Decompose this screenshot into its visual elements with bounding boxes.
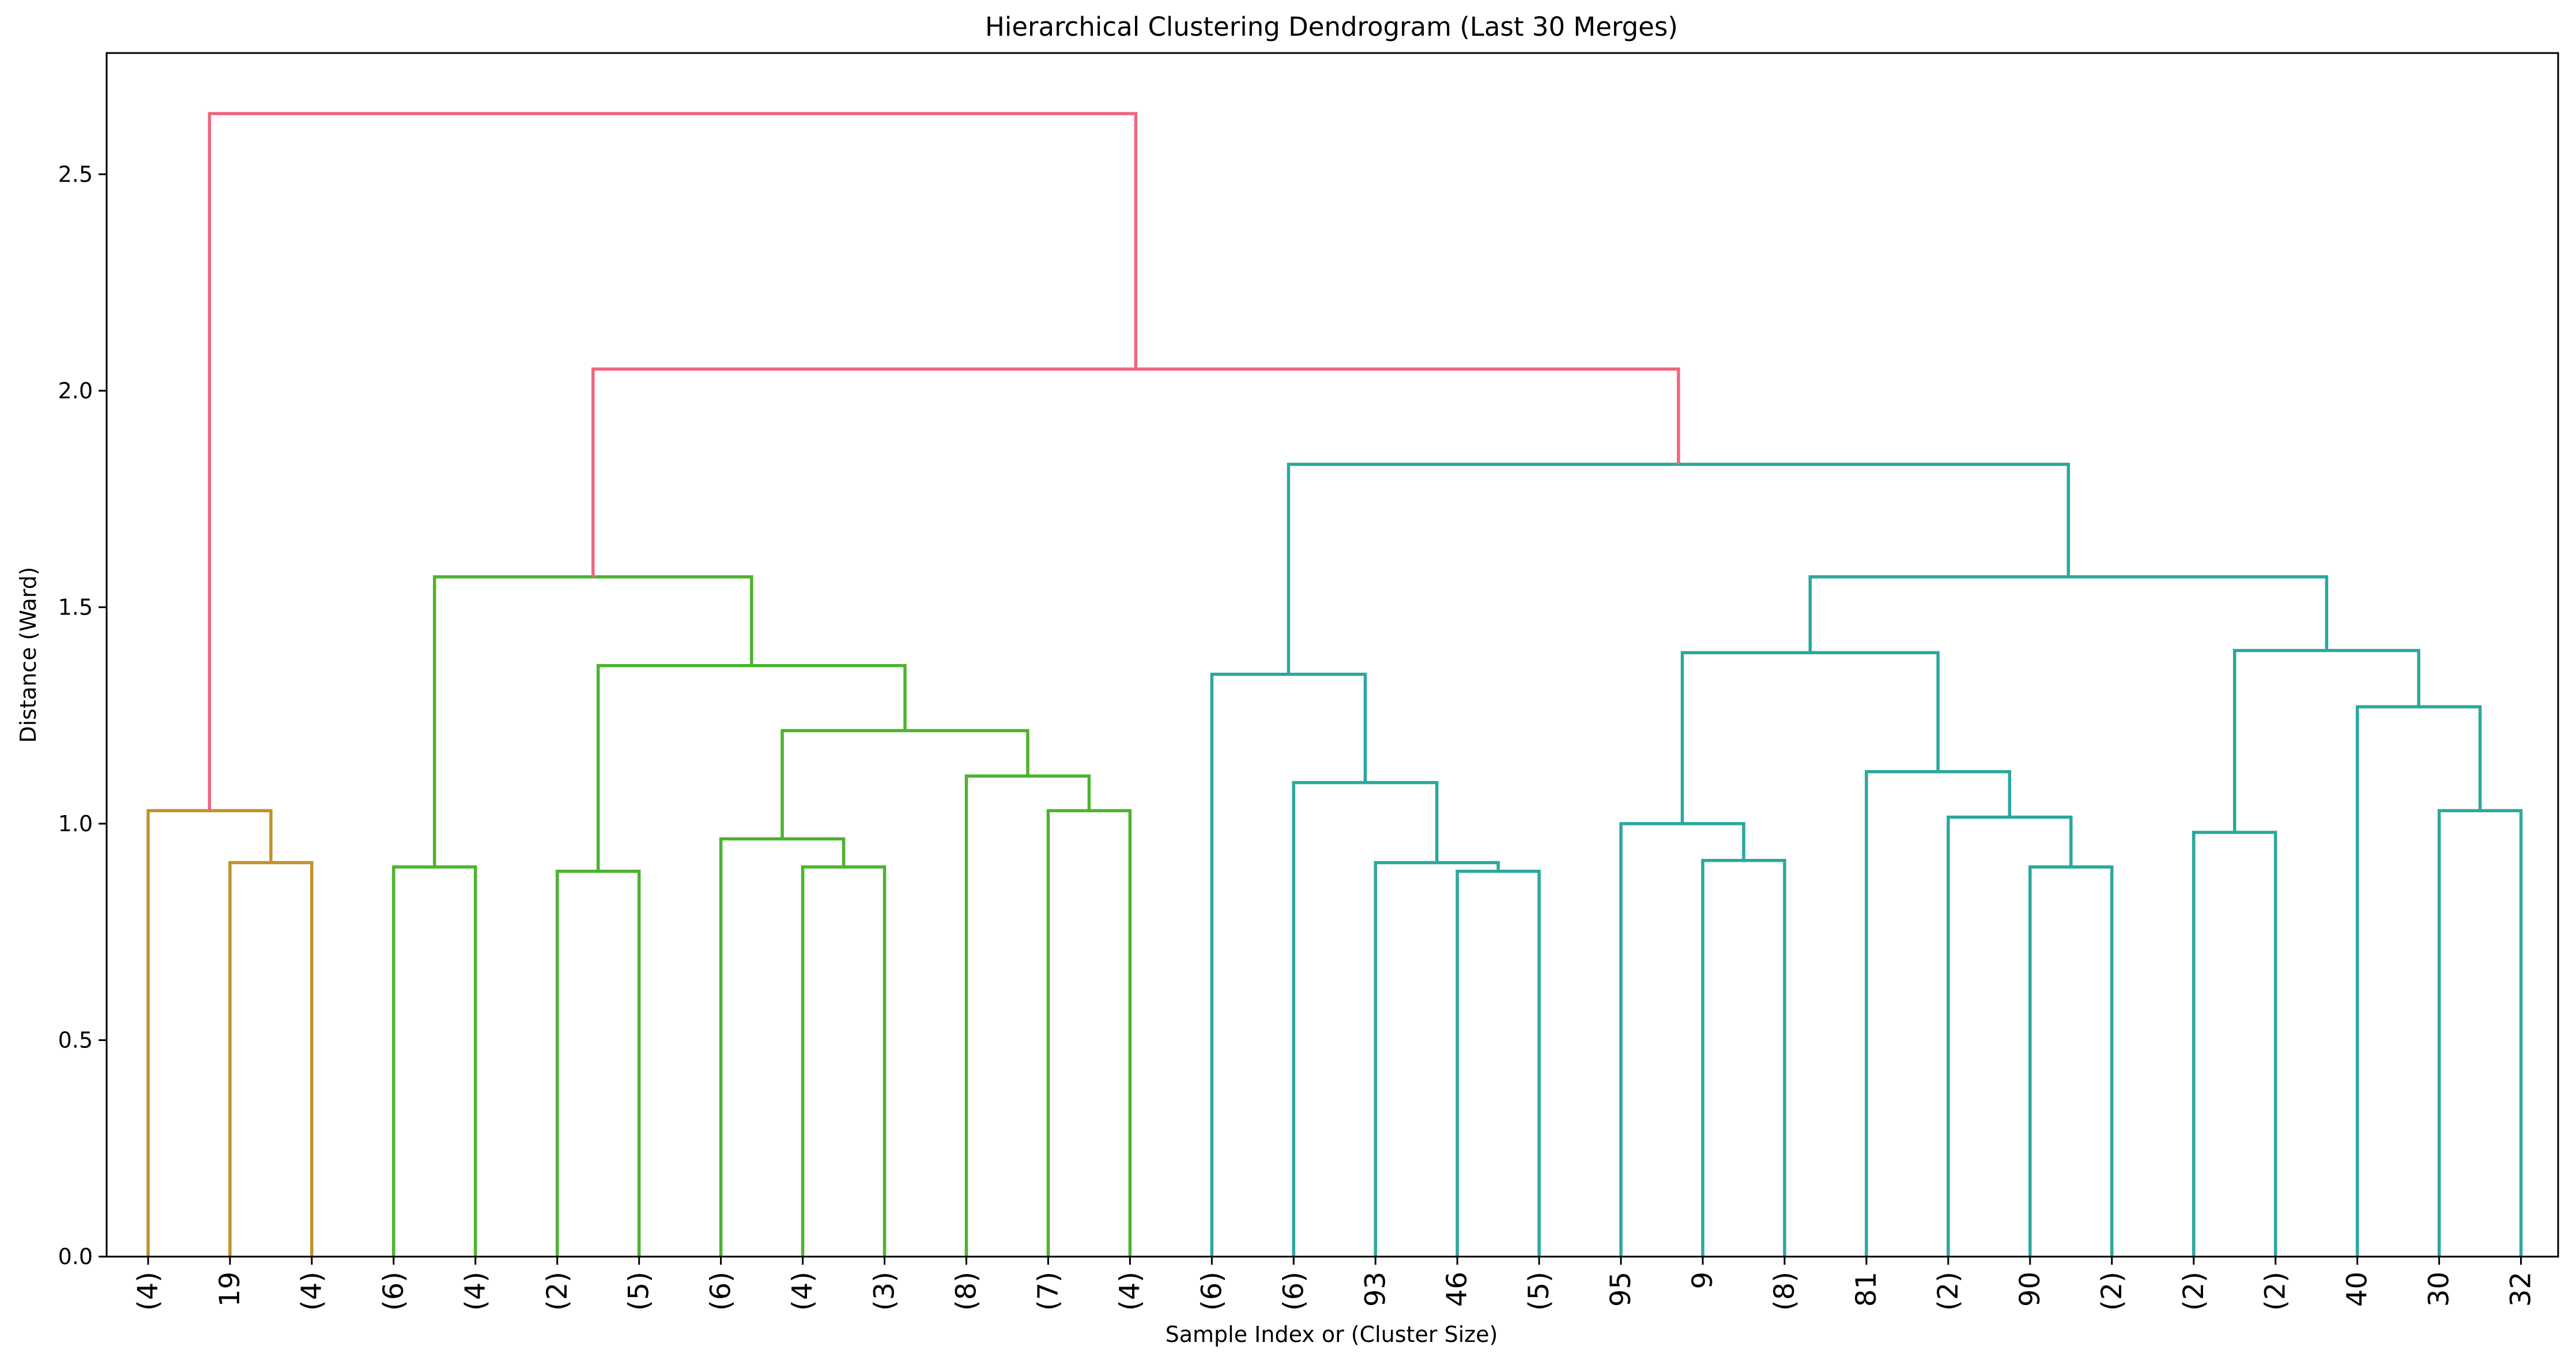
x-tick-label: (7): [1032, 1272, 1064, 1311]
dendrogram-link-11: [433, 575, 753, 868]
x-tick-label: (2): [1932, 1272, 1964, 1311]
x-tick-label: (4): [459, 1272, 492, 1311]
x-tick-label: (4): [1114, 1272, 1146, 1311]
y-tick-label: 2.5: [58, 161, 93, 187]
dendrogram-link-23: [2437, 809, 2523, 1257]
x-tick-label: 9: [1687, 1272, 1719, 1289]
dendrogram-link-29: [208, 112, 1138, 811]
dendrogram-link-12: [1455, 869, 1541, 1257]
x-axis-label: Sample Index or (Cluster Size): [1166, 1322, 1498, 1347]
x-tick-label: (3): [869, 1272, 901, 1311]
x-tick-label: 46: [1441, 1272, 1473, 1307]
x-tick-label: 81: [1850, 1272, 1883, 1307]
x-tick-label: (8): [1768, 1272, 1801, 1311]
chart-title: Hierarchical Clustering Dendrogram (Last…: [985, 12, 1678, 42]
x-tick-label: 19: [214, 1272, 246, 1307]
dendrogram-link-6: [719, 837, 846, 1257]
x-tick-label: (4): [296, 1272, 328, 1311]
plot-frame: [105, 52, 2559, 1258]
y-tick-label: 2.0: [58, 378, 93, 404]
y-tick-label: 0.0: [58, 1244, 93, 1269]
x-tick-label: 40: [2341, 1272, 2374, 1307]
dendrogram-link-13: [1374, 861, 1500, 1257]
x-tick-label: (4): [132, 1272, 164, 1311]
dendrogram-link-25: [2232, 648, 2420, 832]
y-tick-label: 1.5: [58, 594, 93, 620]
x-tick-label: (8): [951, 1272, 983, 1311]
dendrogram-link-5: [801, 865, 887, 1257]
x-tick-label: 95: [1605, 1272, 1637, 1307]
dendrogram-link-18: [2028, 865, 2114, 1257]
x-tick-label: (2): [2096, 1272, 2128, 1311]
x-tick-label: (6): [1277, 1272, 1310, 1311]
x-tick-label: (2): [2260, 1272, 2292, 1311]
y-tick-label: 0.5: [58, 1027, 93, 1053]
dendrogram-link-14: [1292, 780, 1439, 1257]
x-tick-label: (4): [787, 1272, 819, 1311]
dendrogram-link-15: [1210, 673, 1367, 1257]
x-tick-label: (2): [2178, 1272, 2210, 1311]
dendrogram-link-7: [1046, 809, 1132, 1257]
x-axis: (4) 19 (4) (6) (4) (2) (5) (6) (4) (3) (8) (7) (4) (6…: [132, 1257, 2537, 1311]
x-tick-label: (6): [1195, 1272, 1228, 1311]
x-tick-label: (5): [623, 1272, 655, 1311]
y-axis: 0.0 0.5 1.0 1.5 2.0 2.5: [58, 161, 107, 1269]
dendrogram-link-9: [780, 729, 1029, 839]
x-tick-label: (6): [378, 1272, 410, 1311]
x-tick-label: 32: [2505, 1272, 2537, 1307]
dendrogram-link-1: [228, 861, 314, 1257]
dendrogram-link-4: [556, 869, 641, 1257]
dendrogram-link-10: [596, 664, 907, 872]
x-tick-label: (2): [541, 1272, 574, 1311]
dendrogram-link-26: [1808, 575, 2329, 653]
dendrogram-link-28: [591, 367, 1680, 577]
dendrogram-links: [146, 112, 2523, 1257]
x-tick-label: 30: [2423, 1272, 2456, 1307]
dendrogram-link-3: [392, 865, 477, 1257]
y-tick-label: 1.0: [58, 811, 93, 836]
dendrogram-link-2: [146, 809, 273, 1257]
x-tick-label: 90: [2014, 1272, 2046, 1307]
y-axis-label: Distance (Ward): [16, 567, 41, 742]
dendrogram-link-24: [2355, 705, 2482, 1257]
x-tick-label: (6): [705, 1272, 737, 1311]
x-tick-label: (5): [1523, 1272, 1555, 1311]
x-tick-label: 93: [1359, 1272, 1391, 1307]
